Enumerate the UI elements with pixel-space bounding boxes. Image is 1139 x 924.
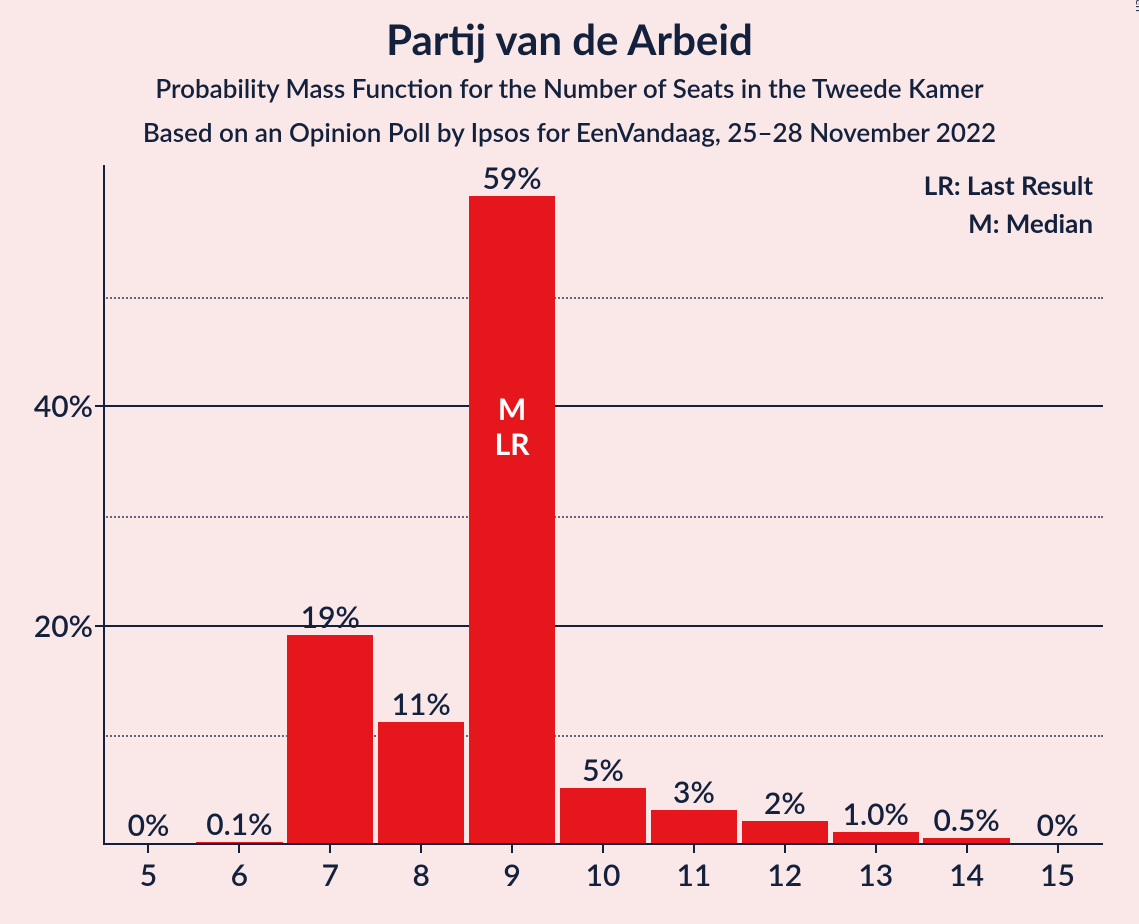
x-tick-label: 11 xyxy=(677,857,712,893)
chart-title: Partij van de Arbeid xyxy=(0,14,1139,64)
y-tick-mark xyxy=(95,405,103,407)
bar-value-label: 0% xyxy=(1037,807,1079,843)
grid-minor xyxy=(103,516,1103,518)
bar-value-label: 11% xyxy=(392,686,451,722)
y-tick-label: 20% xyxy=(3,608,93,644)
x-tick-label: 5 xyxy=(140,857,157,893)
grid-major xyxy=(103,625,1103,627)
x-tick-mark xyxy=(238,845,240,853)
x-tick-mark xyxy=(784,845,786,853)
x-tick-label: 8 xyxy=(412,857,429,893)
x-tick-mark xyxy=(693,845,695,853)
bar-value-label: 0.1% xyxy=(206,806,272,842)
x-tick-label: 14 xyxy=(949,857,984,893)
bar xyxy=(378,722,464,843)
x-tick-label: 12 xyxy=(767,857,802,893)
bar-value-label: 2% xyxy=(764,785,806,821)
x-tick-label: 15 xyxy=(1040,857,1075,893)
x-tick-mark xyxy=(329,845,331,853)
plot-area: LR: Last Result M: Median 20%40%0%50.1%6… xyxy=(103,165,1103,845)
x-tick-label: 7 xyxy=(322,857,339,893)
bar xyxy=(833,832,919,843)
bar-value-label: 5% xyxy=(582,752,624,788)
x-tick-label: 13 xyxy=(858,857,893,893)
grid-minor xyxy=(103,297,1103,299)
y-tick-mark xyxy=(95,625,103,627)
bar-value-label: 59% xyxy=(483,160,542,196)
copyright-text: © 2022 Filip van Laenen xyxy=(1133,0,1139,12)
bar-annotation: MLR xyxy=(495,392,530,461)
grid-major xyxy=(103,405,1103,407)
bar xyxy=(560,788,646,843)
bar xyxy=(287,635,373,843)
bar xyxy=(469,196,555,843)
x-tick-label: 9 xyxy=(503,857,520,893)
legend-lr: LR: Last Result xyxy=(924,169,1093,201)
bar-value-label: 3% xyxy=(673,774,715,810)
x-tick-mark xyxy=(966,845,968,853)
legend: LR: Last Result M: Median xyxy=(924,169,1093,245)
bar-value-label: 1.0% xyxy=(843,796,909,832)
y-tick-label: 40% xyxy=(3,388,93,424)
x-tick-mark xyxy=(147,845,149,853)
x-tick-label: 6 xyxy=(231,857,248,893)
bar xyxy=(196,842,282,843)
bar xyxy=(742,821,828,843)
bar xyxy=(651,810,737,843)
bar-value-label: 0.5% xyxy=(934,802,1000,838)
chart-subtitle-2: Based on an Opinion Poll by Ipsos for Ee… xyxy=(0,116,1139,148)
chart-subtitle-1: Probability Mass Function for the Number… xyxy=(0,72,1139,104)
y-axis-line xyxy=(103,165,105,845)
x-tick-mark xyxy=(1057,845,1059,853)
chart-container: Partij van de Arbeid Probability Mass Fu… xyxy=(0,0,1139,924)
bar-value-label: 19% xyxy=(301,599,360,635)
x-tick-mark xyxy=(602,845,604,853)
x-tick-mark xyxy=(511,845,513,853)
bar-value-label: 0% xyxy=(128,807,170,843)
x-tick-mark xyxy=(420,845,422,853)
legend-m: M: Median xyxy=(924,207,1093,239)
bar xyxy=(923,838,1009,843)
x-tick-label: 10 xyxy=(586,857,621,893)
x-tick-mark xyxy=(875,845,877,853)
grid-minor xyxy=(103,735,1103,737)
